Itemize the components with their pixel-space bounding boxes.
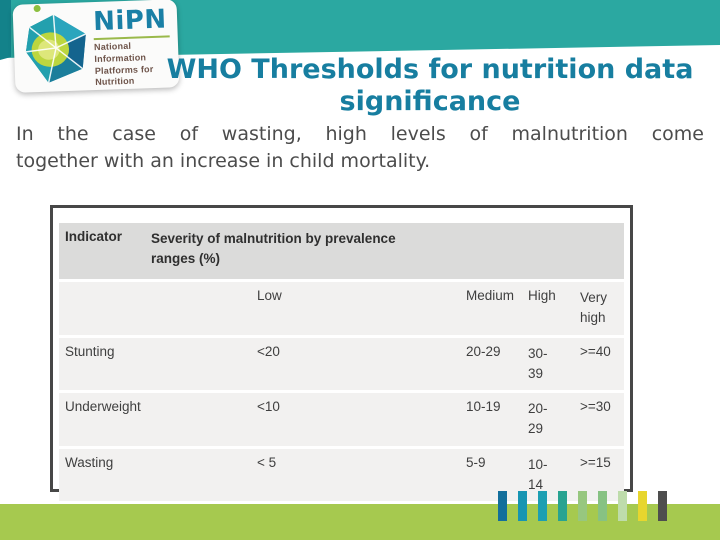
header-severity: Severity of malnutrition by prevalence r… xyxy=(143,223,624,279)
header-indicator: Indicator xyxy=(59,223,143,279)
nipn-brand: NiPN xyxy=(92,4,168,38)
decor-bar xyxy=(618,491,627,521)
table-row-stunting: Stunting <20 20-29 30- 39 >=40 xyxy=(59,337,624,390)
who-thresholds-table: Indicator Severity of malnutrition by pr… xyxy=(59,220,624,504)
decor-bar xyxy=(658,491,667,521)
nipn-gem-icon xyxy=(25,14,87,83)
decor-bar xyxy=(578,491,587,521)
decor-bar xyxy=(638,491,647,521)
table-header-row: Indicator Severity of malnutrition by pr… xyxy=(59,223,624,279)
nipn-i-dot xyxy=(33,4,41,13)
slide-title-line1: WHO Thresholds for nutrition data xyxy=(166,54,694,85)
body-paragraph: In the case of wasting, high levels of m… xyxy=(16,121,704,175)
header-band-left-edge xyxy=(0,0,11,60)
body-line1: In the case of wasting, high levels of m… xyxy=(16,123,704,145)
nipn-logo-card: NiPN National Information Platforms for … xyxy=(12,0,180,93)
who-thresholds-table-box: Indicator Severity of malnutrition by pr… xyxy=(50,205,633,501)
subheader-medium: Medium xyxy=(458,282,520,335)
subheader-empty xyxy=(59,282,143,335)
subheader-high: High xyxy=(520,282,572,335)
table-row-wasting: Wasting < 5 5-9 10- 14 >=15 xyxy=(59,448,624,501)
table-row-underweight: Underweight <10 10-19 20- 29 >=30 xyxy=(59,393,624,446)
subheader-very-high: Very high xyxy=(572,282,624,335)
table-subheader-row: Low Medium High Very high xyxy=(59,282,624,335)
body-line2: together with an increase in child morta… xyxy=(16,150,431,172)
decor-bar xyxy=(598,491,607,521)
subheader-low: Low xyxy=(143,282,458,335)
decor-bar xyxy=(498,491,507,521)
slide-title: WHO Thresholds for nutrition data signif… xyxy=(150,54,710,118)
decor-bar xyxy=(538,491,547,521)
decor-bar xyxy=(558,491,567,521)
decor-bar xyxy=(518,491,527,521)
slide-title-line2: significance xyxy=(339,86,521,117)
footer-decor-bars xyxy=(498,491,667,521)
